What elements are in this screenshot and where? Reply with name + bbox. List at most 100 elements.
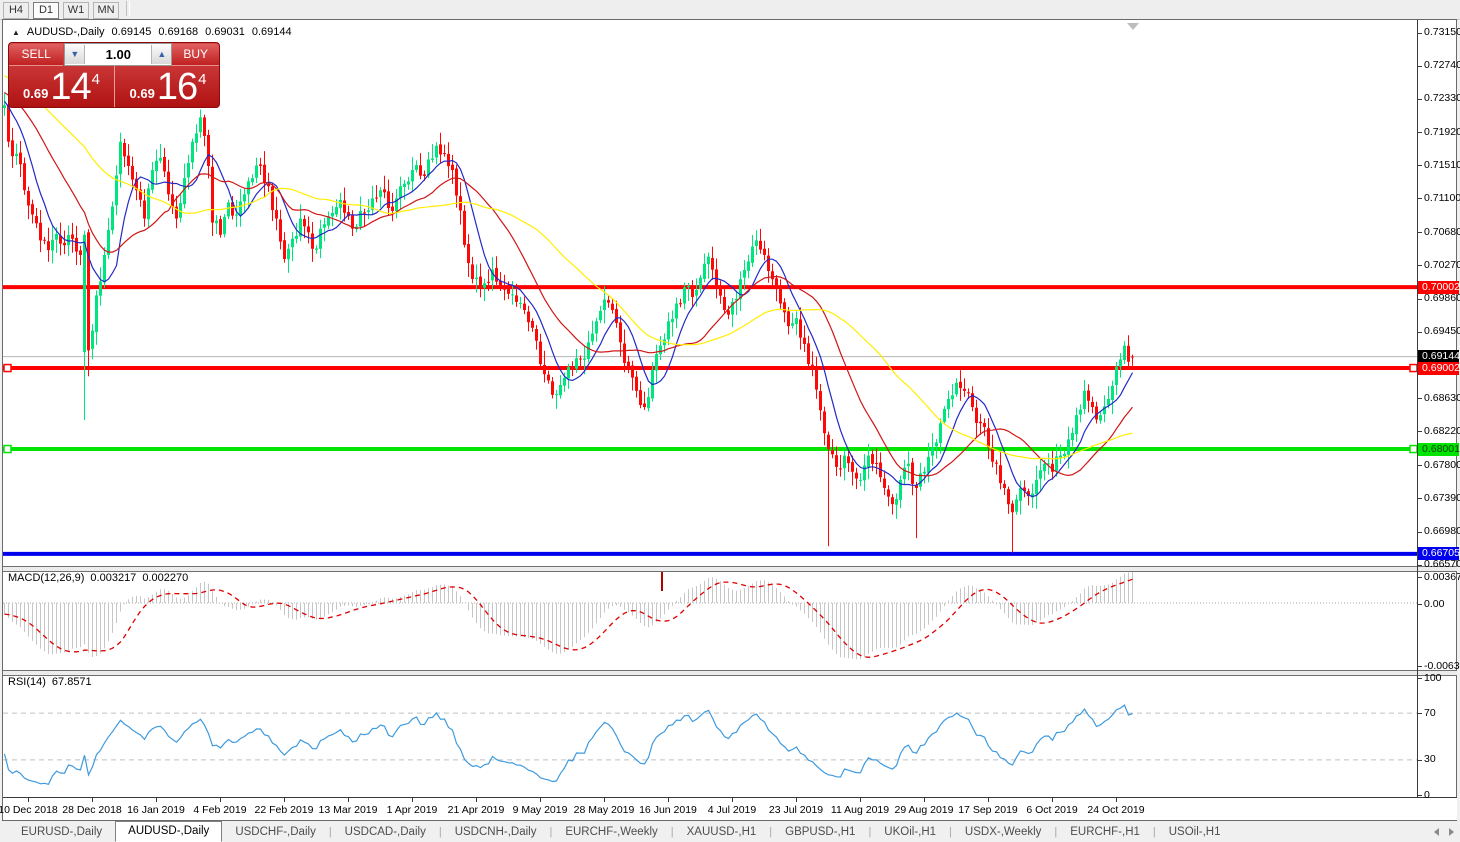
price-axis-label: 0.66980 (1424, 525, 1460, 538)
chart-tab-usdx-weekly[interactable]: USDX-,Weekly (964, 826, 1042, 838)
price-axis-label: 0.72740 (1424, 59, 1460, 72)
chart-tab-xauusd-h1[interactable]: XAUUSD-,H1 (686, 826, 757, 838)
tab-separator: | (328, 826, 332, 838)
price-axis-label: 0.71920 (1424, 125, 1460, 138)
symbol-name: AUDUSD-,Daily (26, 26, 105, 38)
hline-handle[interactable] (3, 363, 12, 373)
timeframe-button-w1[interactable]: W1 (63, 2, 89, 19)
macd-axis-label: 0.003674 (1424, 570, 1460, 583)
main-price-pane[interactable] (3, 21, 1417, 566)
buy-price-big: 16 (156, 66, 198, 108)
date-axis-tick (540, 798, 541, 802)
price-axis-tick (1417, 298, 1422, 300)
one-click-toggle-icon[interactable]: ▲ (12, 28, 20, 37)
sell-button[interactable]: SELL (9, 43, 64, 66)
toolbar-separator (126, 1, 130, 16)
price-axis-label: 0.70680 (1424, 225, 1460, 238)
date-axis-tick (348, 798, 349, 802)
chart-tab-eurchf-weekly[interactable]: EURCHF-,Weekly (565, 826, 658, 838)
chart-tab-usdcnh-daily[interactable]: USDCNH-,Daily (454, 826, 537, 838)
price-axis-tick (1417, 132, 1422, 133)
price-axis-label: 0.71100 (1424, 191, 1460, 204)
timeframe-button-d1[interactable]: D1 (33, 2, 59, 19)
price-axis-label: 0.71510 (1424, 158, 1460, 171)
date-axis-label: 16 Jun 2019 (639, 804, 697, 816)
date-axis-label: 16 Jan 2019 (127, 804, 185, 816)
chart-tab-usdchf-daily[interactable]: USDCHF-,Daily (235, 826, 316, 838)
date-axis-tick (668, 798, 669, 802)
buy-button[interactable]: BUY (172, 43, 219, 66)
price-badge: 0.69002 (1418, 361, 1460, 375)
macd-axis-tick (1417, 666, 1422, 667)
date-axis-label: 4 Feb 2019 (193, 804, 247, 816)
chart-tab-bar: EURUSD-,Daily AUDUSD-,Daily USDCHF-,Daily |… (0, 820, 1460, 842)
pane-border (3, 797, 1457, 798)
price-axis-tick (1417, 498, 1422, 500)
pane-divider[interactable] (3, 566, 1457, 572)
chart-tab-audusd-daily[interactable]: AUDUSD-,Daily (115, 820, 223, 842)
price-axis-label: 0.73150 (1424, 26, 1460, 38)
tabs-scroll-right-icon[interactable] (1449, 828, 1454, 836)
rsi-pane[interactable] (3, 674, 1417, 797)
timeframe-button-mn[interactable]: MN (93, 2, 119, 19)
date-axis-label: 1 Apr 2019 (386, 804, 438, 816)
price-axis-border (1417, 20, 1418, 798)
rsi-axis-tick (1417, 759, 1422, 761)
tab-separator: | (670, 826, 674, 838)
pane-divider[interactable] (3, 670, 1457, 676)
date-axis-tick (412, 798, 413, 802)
date-axis-label: 11 Aug 2019 (830, 804, 890, 816)
date-axis-label: 29 Aug 2019 (894, 804, 954, 816)
macd-axis-label: -0.006378 (1424, 659, 1460, 672)
tab-separator: | (1152, 826, 1156, 838)
date-axis-label: 22 Feb 2019 (254, 804, 314, 816)
tabs-scroll-left-icon[interactable] (1434, 828, 1439, 836)
date-axis-label: 13 Mar 2019 (318, 804, 378, 816)
chart-tab-ukoil-h1[interactable]: UKOil-,H1 (884, 826, 937, 838)
price-axis-label: 0.69450 (1424, 325, 1460, 338)
price-axis-label: 0.70270 (1424, 258, 1460, 271)
price-axis-label: 0.68630 (1424, 391, 1460, 404)
price-axis-label: 0.67390 (1424, 491, 1460, 504)
chart-tab-eurusd-daily[interactable]: EURUSD-,Daily (21, 826, 103, 838)
tab-separator: | (769, 826, 773, 838)
price-axis-label: 0.69860 (1424, 292, 1460, 305)
timeframe-toolbar: H4 D1 W1 MN (0, 0, 1460, 20)
hline-handle[interactable] (3, 444, 12, 454)
macd-axis-tick (1417, 577, 1422, 578)
date-axis[interactable]: 10 Dec 2018 28 Dec 2018 16 Jan 2019 4 Feb 2… (0, 798, 1457, 820)
date-axis-tick (732, 798, 733, 802)
rsi-title: RSI(14) 67.8571 (8, 676, 92, 688)
moving-average-8 (4, 101, 1134, 498)
volume-increase-icon[interactable]: ▲ (151, 45, 172, 64)
buy-price[interactable]: 0.69 16 4 (115, 66, 219, 108)
date-axis-tick (92, 798, 93, 802)
price-axis-tick (1417, 431, 1422, 433)
price-axis-tick (1417, 265, 1422, 267)
date-axis-label: 6 Oct 2019 (1026, 804, 1078, 816)
hline-handle[interactable] (1409, 444, 1417, 454)
candles-layer (3, 92, 1134, 553)
sell-price[interactable]: 0.69 14 4 (9, 66, 115, 107)
chart-tab-eurchf-h1[interactable]: EURCHF-,H1 (1070, 826, 1140, 838)
volume-input[interactable] (85, 44, 152, 65)
date-axis-label: 28 Dec 2018 (62, 804, 122, 816)
price-axis-tick (1417, 198, 1422, 200)
chart-tab-usoil-h1[interactable]: USOil-,H1 (1168, 826, 1221, 838)
chart-shift-marker-icon[interactable] (1127, 23, 1139, 30)
chart-tab-gbpusd-h1[interactable]: GBPUSD-,H1 (785, 826, 856, 838)
price-axis-tick (1417, 465, 1422, 467)
rsi-axis-label: 70 (1424, 706, 1436, 719)
timeframe-button-h4[interactable]: H4 (3, 2, 29, 19)
chart-tab-usdcad-daily[interactable]: USDCAD-,Daily (344, 826, 426, 838)
date-axis-tick (476, 798, 477, 802)
tab-separator: | (549, 826, 553, 838)
price-axis-tick (1417, 165, 1422, 167)
macd-pane[interactable] (3, 570, 1417, 670)
price-axis-tick (1417, 32, 1422, 34)
rsi-axis-label: 0 (1424, 788, 1430, 801)
hline-handle[interactable] (1409, 363, 1417, 373)
date-axis-label: 10 Dec 2018 (0, 804, 58, 816)
date-axis-label: 9 May 2019 (512, 804, 568, 816)
volume-decrease-icon[interactable]: ▼ (65, 45, 86, 64)
